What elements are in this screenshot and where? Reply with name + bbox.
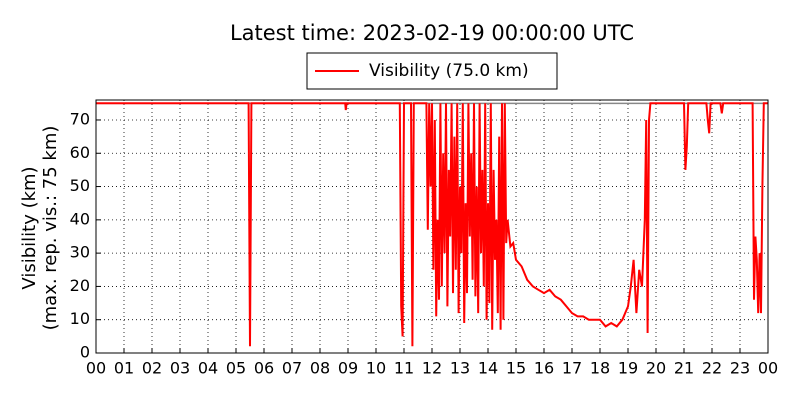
x-tick-label: 05	[226, 359, 246, 378]
x-tick-label: 00	[758, 359, 778, 378]
x-tick-label: 02	[142, 359, 162, 378]
y-tick-label: 30	[70, 243, 90, 262]
x-tick-label: 18	[590, 359, 610, 378]
x-tick-label: 09	[338, 359, 358, 378]
x-tick-label: 23	[730, 359, 750, 378]
x-tick-label: 20	[646, 359, 666, 378]
x-tick-label: 08	[310, 359, 330, 378]
y-tick-label: 20	[70, 276, 90, 295]
y-tick-label: 40	[70, 209, 90, 228]
y-tick-label: 0	[80, 343, 90, 362]
x-tick-label: 12	[422, 359, 442, 378]
x-tick-label: 15	[506, 359, 526, 378]
x-tick-label: 19	[618, 359, 638, 378]
x-tick-label: 14	[478, 359, 498, 378]
x-tick-label: 06	[254, 359, 274, 378]
x-tick-label: 16	[534, 359, 554, 378]
y-tick-label: 10	[70, 309, 90, 328]
x-tick-label: 13	[450, 359, 470, 378]
x-tick-label: 22	[702, 359, 722, 378]
y-tick-label: 50	[70, 176, 90, 195]
x-tick-label: 11	[394, 359, 414, 378]
x-tick-label: 10	[366, 359, 386, 378]
y-tick-label: 60	[70, 143, 90, 162]
chart-title: Latest time: 2023-02-19 00:00:00 UTC	[230, 21, 634, 45]
x-tick-label: 07	[282, 359, 302, 378]
plot-frame	[95, 99, 769, 354]
legend-label: Visibility (75.0 km)	[369, 61, 529, 81]
x-tick-label: 03	[170, 359, 190, 378]
x-tick-label: 01	[114, 359, 134, 378]
series-line	[96, 102, 768, 347]
y-axis-label: Visibility (km)	[19, 166, 40, 289]
y-tick-label: 70	[70, 109, 90, 128]
y-axis-label: (max. rep. vis.: 75 km)	[40, 126, 61, 331]
x-tick-label: 04	[198, 359, 218, 378]
x-tick-label: 21	[674, 359, 694, 378]
x-tick-label: 00	[86, 359, 106, 378]
x-tick-label: 17	[562, 359, 582, 378]
